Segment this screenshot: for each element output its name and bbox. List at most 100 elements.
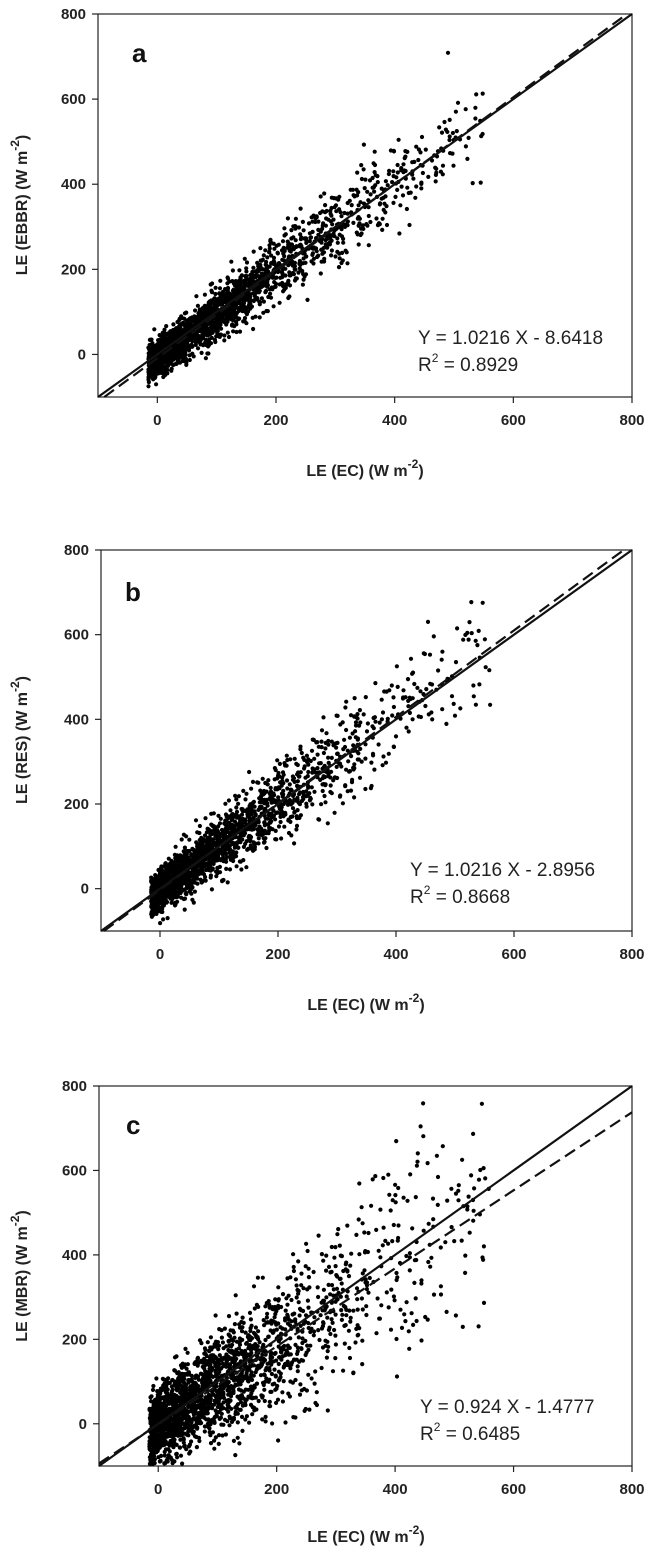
data-point — [171, 331, 176, 336]
data-point — [178, 322, 183, 327]
data-point — [321, 715, 326, 720]
data-point — [227, 1423, 232, 1428]
data-point — [353, 720, 359, 725]
data-point — [184, 362, 189, 367]
y-tick-label: 200 — [61, 261, 86, 278]
data-point — [287, 245, 292, 250]
data-point — [335, 751, 340, 756]
data-point — [401, 170, 406, 175]
data-point — [309, 785, 314, 790]
data-point — [262, 820, 267, 826]
data-point — [209, 854, 214, 859]
data-point — [355, 193, 360, 198]
data-point — [395, 684, 400, 689]
data-point — [257, 832, 262, 837]
data-point — [449, 694, 455, 699]
data-point — [453, 660, 459, 665]
data-point — [361, 142, 366, 147]
data-point — [193, 870, 198, 875]
data-point — [217, 1327, 222, 1332]
data-point — [359, 759, 364, 764]
data-point — [401, 1195, 406, 1200]
data-point — [149, 367, 154, 372]
data-point — [412, 159, 417, 164]
data-point — [337, 761, 342, 766]
data-point — [370, 185, 375, 190]
data-point — [236, 801, 241, 806]
data-point — [151, 911, 156, 916]
data-point — [309, 748, 315, 753]
data-point — [458, 706, 463, 711]
data-point — [383, 179, 388, 184]
data-point — [451, 701, 456, 706]
data-point — [241, 319, 246, 324]
data-point — [300, 282, 305, 287]
data-point — [349, 1251, 354, 1256]
data-point — [206, 302, 211, 307]
data-point — [348, 187, 353, 192]
data-point — [339, 214, 344, 219]
data-point — [233, 302, 239, 307]
data-point — [335, 713, 340, 718]
data-point — [382, 201, 387, 206]
data-point — [390, 713, 395, 718]
x-tick-label: 600 — [501, 412, 526, 429]
y-tick-label: 600 — [64, 627, 89, 644]
data-point — [415, 685, 420, 690]
data-point — [323, 746, 328, 751]
data-point — [214, 869, 219, 874]
data-point — [413, 1195, 418, 1200]
data-point — [228, 851, 233, 856]
data-point — [244, 266, 249, 271]
data-point — [276, 795, 281, 800]
data-point — [480, 131, 485, 137]
data-point — [385, 183, 390, 188]
data-point — [177, 317, 182, 323]
data-point — [283, 810, 288, 815]
data-point — [294, 827, 299, 832]
data-point — [340, 250, 345, 255]
data-point — [419, 180, 424, 185]
data-point — [400, 193, 406, 198]
data-point — [463, 144, 468, 149]
data-point — [290, 814, 295, 819]
data-point — [379, 697, 384, 702]
data-point — [226, 334, 232, 340]
data-point — [151, 1383, 156, 1389]
data-point — [418, 150, 423, 155]
data-point — [264, 308, 269, 314]
data-point — [220, 299, 225, 304]
data-point — [300, 268, 305, 274]
data-point — [261, 310, 266, 315]
data-point — [434, 170, 439, 175]
data-point — [209, 322, 215, 328]
data-point — [238, 305, 243, 310]
data-point — [403, 154, 408, 159]
data-point — [265, 255, 270, 260]
data-point — [241, 844, 246, 849]
data-point — [483, 665, 488, 670]
data-point — [326, 742, 331, 747]
data-point — [186, 318, 191, 323]
data-point — [224, 320, 229, 325]
data-point — [367, 1275, 372, 1281]
data-point — [351, 193, 356, 198]
y-tick-label: 0 — [78, 346, 86, 363]
data-point — [453, 109, 458, 114]
data-point — [366, 213, 371, 219]
one-to-one-line — [97, 13, 633, 398]
data-point — [178, 1453, 184, 1458]
data-point — [293, 216, 298, 221]
data-point — [184, 886, 189, 891]
data-point — [427, 652, 433, 657]
data-point — [298, 206, 303, 211]
data-point — [444, 1309, 449, 1314]
data-point — [234, 864, 239, 869]
data-point — [326, 236, 331, 241]
data-point — [355, 736, 360, 741]
plot-frame — [100, 549, 633, 932]
data-point — [419, 1278, 424, 1283]
data-point — [301, 795, 306, 800]
data-point — [285, 216, 290, 221]
